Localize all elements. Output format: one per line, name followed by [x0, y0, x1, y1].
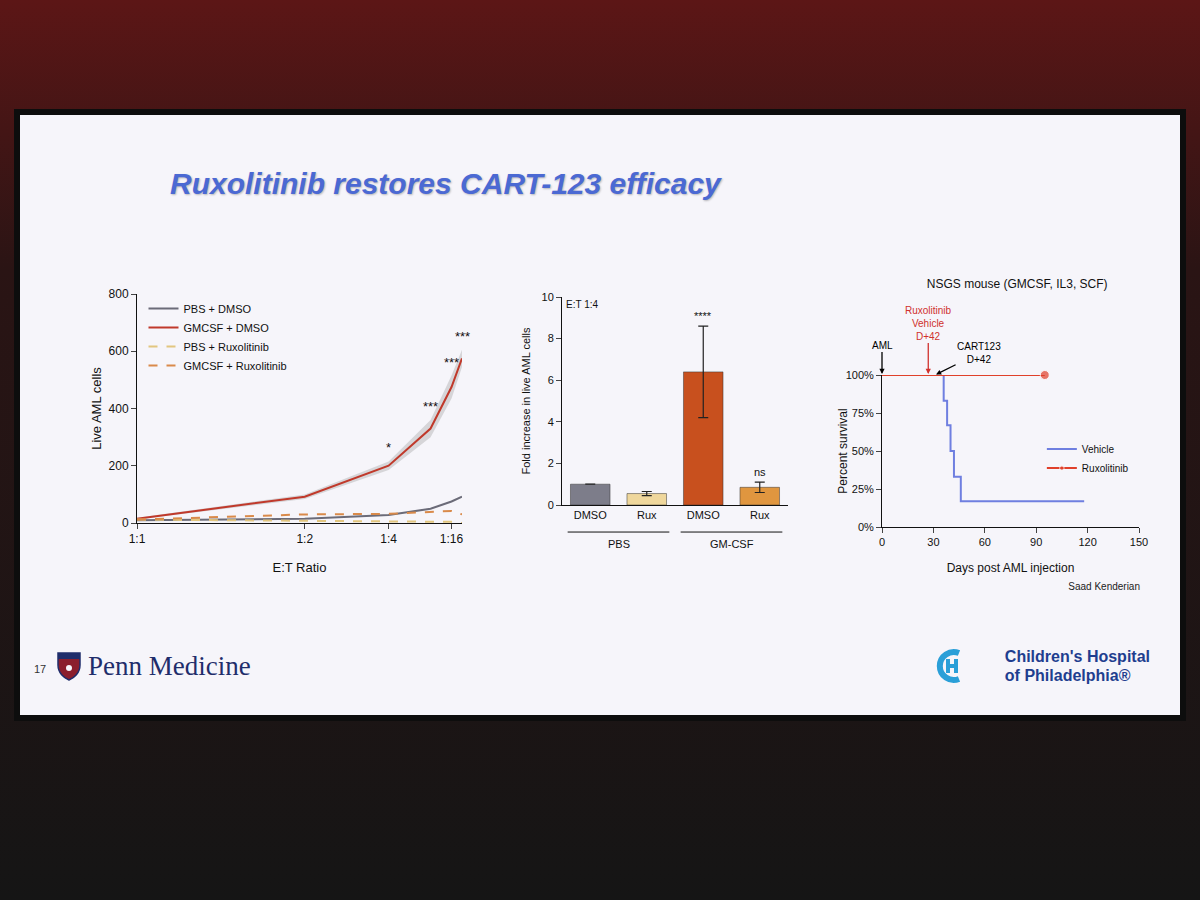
svg-text:0: 0: [879, 536, 885, 548]
svg-text:400: 400: [109, 402, 129, 416]
svg-text:GMCSF + DMSO: GMCSF + DMSO: [184, 322, 270, 334]
svg-text:Days post AML injection: Days post AML injection: [947, 561, 1075, 575]
svg-text:Rux: Rux: [637, 509, 657, 521]
svg-text:PBS + Ruxolitinib: PBS + Ruxolitinib: [184, 341, 269, 353]
svg-text:150: 150: [1130, 536, 1148, 548]
svg-text:60: 60: [979, 536, 991, 548]
svg-text:Fold increase in live AML cell: Fold increase in live AML cells: [520, 327, 532, 474]
svg-text:DMSO: DMSO: [574, 509, 607, 521]
svg-text:Rux: Rux: [750, 509, 770, 521]
svg-text:120: 120: [1078, 536, 1096, 548]
svg-text:2: 2: [548, 457, 554, 469]
svg-text:E:T Ratio: E:T Ratio: [273, 560, 327, 575]
svg-text:6: 6: [548, 374, 554, 386]
svg-text:90: 90: [1030, 536, 1042, 548]
svg-text:NSGS mouse (GMCSF, IL3, SCF): NSGS mouse (GMCSF, IL3, SCF): [927, 277, 1108, 291]
svg-text:600: 600: [109, 344, 129, 358]
svg-text:0: 0: [122, 516, 129, 530]
svg-text:50%: 50%: [852, 445, 874, 457]
svg-text:1:2: 1:2: [296, 532, 313, 546]
svg-text:30: 30: [927, 536, 939, 548]
svg-text:Percent survival: Percent survival: [836, 408, 850, 493]
svg-text:E:T 1:4: E:T 1:4: [566, 299, 598, 310]
html-text:Penn Medicine: Penn Medicine: [88, 651, 251, 681]
svg-text:75%: 75%: [852, 407, 874, 419]
svg-text:ns: ns: [754, 466, 766, 478]
svg-text:1:16: 1:16: [440, 532, 464, 546]
svg-text:Ruxolitinib: Ruxolitinib: [1082, 463, 1129, 474]
svg-text:AML: AML: [872, 340, 893, 351]
svg-text:Live AML cells: Live AML cells: [89, 367, 104, 450]
html-text:Saad Kenderian: Saad Kenderian: [1068, 581, 1140, 592]
svg-text:4: 4: [548, 416, 554, 428]
svg-text:200: 200: [109, 459, 129, 473]
svg-text:****: ****: [694, 310, 712, 322]
svg-text:***: ***: [423, 399, 438, 414]
svg-text:PBS: PBS: [608, 538, 630, 550]
svg-text:***: ***: [444, 355, 459, 370]
svg-text:0%: 0%: [858, 521, 874, 533]
svg-text:RuxolitinibVehicleD+42: RuxolitinibVehicleD+42: [905, 305, 952, 342]
html-text:of Philadelphia®: of Philadelphia®: [1004, 667, 1131, 684]
svg-text:CART123D+42: CART123D+42: [957, 341, 1001, 365]
html-text:Ruxolitinib restores CART-123: Ruxolitinib restores CART-123 efficacy: [170, 167, 721, 200]
html-text:17: 17: [34, 663, 47, 675]
svg-text:100%: 100%: [846, 369, 874, 381]
svg-text:10: 10: [542, 291, 554, 303]
svg-text:GMCSF + Ruxolitinib: GMCSF + Ruxolitinib: [184, 360, 287, 372]
svg-text:800: 800: [109, 287, 129, 301]
svg-text:DMSO: DMSO: [687, 509, 720, 521]
svg-text:1:4: 1:4: [380, 532, 397, 546]
svg-text:1:1: 1:1: [129, 532, 146, 546]
svg-text:GM-CSF: GM-CSF: [710, 538, 754, 550]
svg-text:Vehicle: Vehicle: [1082, 444, 1115, 455]
svg-text:*: *: [386, 440, 391, 455]
svg-text:25%: 25%: [852, 483, 874, 495]
html-text:Children's Hospital: Children's Hospital: [1004, 648, 1150, 665]
svg-text:PBS + DMSO: PBS + DMSO: [184, 303, 252, 315]
svg-text:***: ***: [455, 329, 470, 344]
svg-text:0: 0: [548, 499, 554, 511]
svg-text:8: 8: [548, 332, 554, 344]
